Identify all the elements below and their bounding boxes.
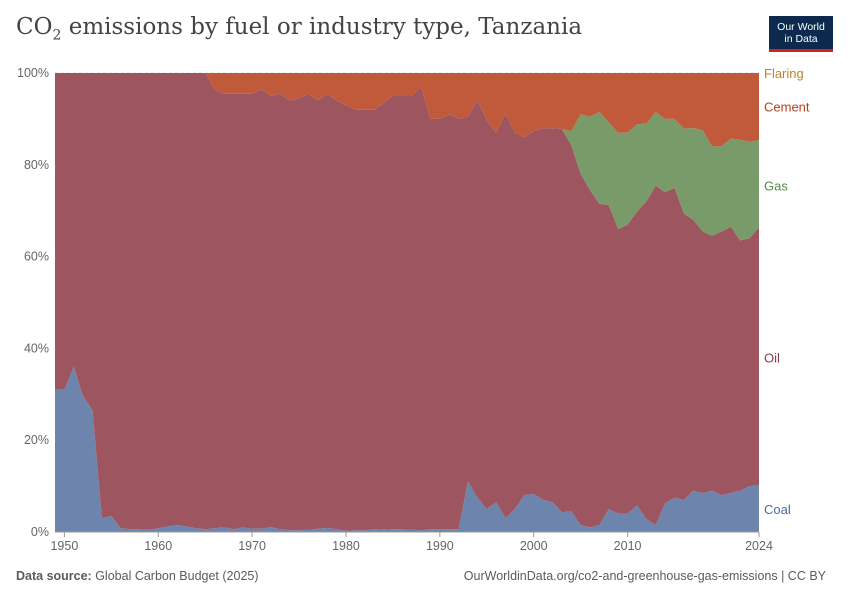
- y-tick-label: 0%: [31, 525, 49, 539]
- owid-logo[interactable]: Our World in Data: [769, 16, 833, 52]
- y-tick-label: 60%: [24, 250, 49, 264]
- x-tick-label: 1990: [426, 539, 454, 553]
- x-tick-label: 1960: [144, 539, 172, 553]
- y-tick-label: 20%: [24, 433, 49, 447]
- y-tick-label: 100%: [17, 66, 49, 80]
- series-label-gas: Gas: [764, 178, 788, 193]
- x-tick-label: 1950: [50, 539, 78, 553]
- x-tick-label: 2000: [520, 539, 548, 553]
- area-coal[interactable]: [55, 366, 759, 532]
- x-tick-label: 1970: [238, 539, 266, 553]
- area-cement[interactable]: [55, 73, 759, 147]
- chart-title: CO2 emissions by fuel or industry type, …: [16, 14, 583, 44]
- stacked-areas: [55, 73, 759, 532]
- series-label-flaring: Flaring: [764, 66, 804, 81]
- series-label-oil: Oil: [764, 351, 780, 366]
- y-tick-label: 40%: [24, 341, 49, 355]
- series-label-coal: Coal: [764, 502, 791, 517]
- series-label-cement: Cement: [764, 100, 810, 115]
- area-gas[interactable]: [55, 73, 759, 241]
- x-tick-label: 2010: [614, 539, 642, 553]
- x-tick-label: 1980: [332, 539, 360, 553]
- logo-line-1: Our World: [777, 21, 825, 33]
- axes: 0% 20% 40% 60% 80% 100% 1950 1960 1970 1980 1990 20…: [17, 66, 773, 553]
- source-url-link[interactable]: OurWorldinData.org/co2-and-greenhouse-ga…: [463, 569, 826, 583]
- y-tick-label: 80%: [24, 158, 49, 172]
- series-labels: Flaring Cement Gas Oil Coal: [764, 66, 810, 517]
- area-oil[interactable]: [55, 73, 759, 531]
- data-source: Data source: Global Carbon Budget (2025): [16, 569, 259, 583]
- x-tick-label: 2024: [745, 539, 773, 553]
- logo-line-2: in Data: [784, 33, 818, 45]
